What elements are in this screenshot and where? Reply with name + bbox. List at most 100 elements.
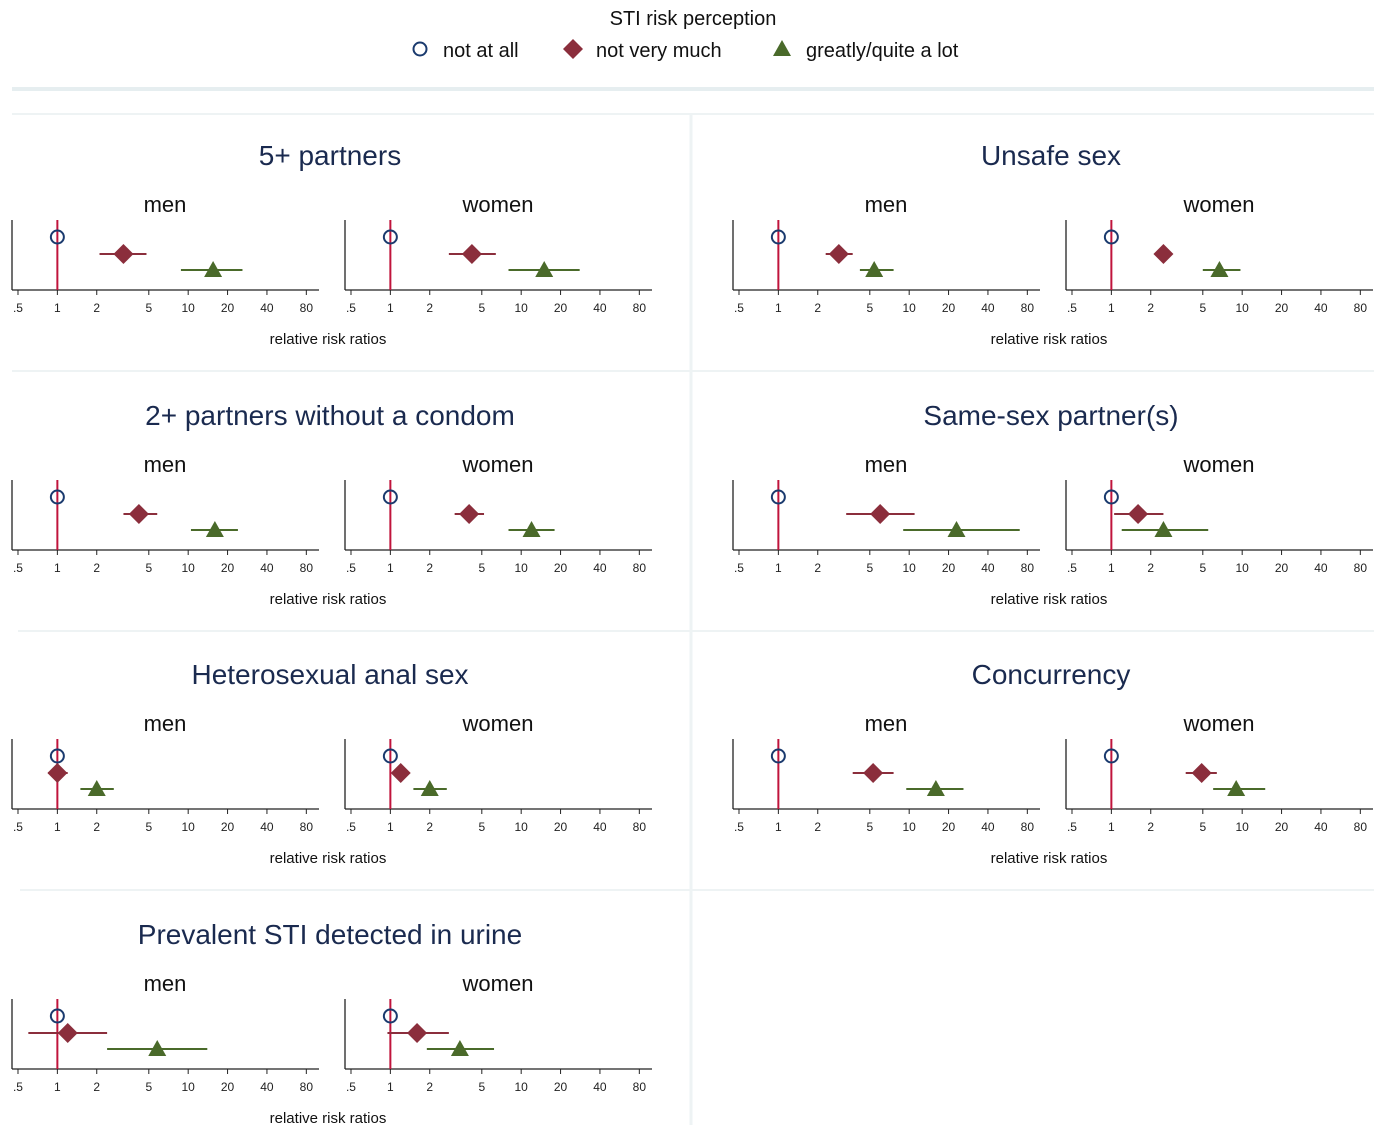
x-tick-label: 2 (814, 561, 821, 575)
x-tick-label: 1 (54, 820, 61, 834)
x-tick-label: 2 (93, 820, 100, 834)
x-tick-label: 5 (145, 301, 152, 315)
x-tick-label: 20 (942, 561, 956, 575)
x-tick-label: 40 (260, 561, 274, 575)
x-tick-label: 1 (775, 820, 782, 834)
x-tick-label: 5 (1199, 301, 1206, 315)
x-tick-label: 40 (981, 820, 995, 834)
x-tick-label: 2 (426, 820, 433, 834)
x-tick-label: 5 (866, 820, 873, 834)
estimate-point (459, 504, 480, 524)
subplot: women .5 1 2 5 10 20 40 80 (344, 971, 652, 1094)
x-tick-label: 10 (515, 1080, 529, 1094)
x-tick-label: 10 (1236, 561, 1250, 575)
x-tick-label: 10 (182, 301, 196, 315)
estimate-point (926, 780, 945, 796)
x-tick-label: 5 (145, 1080, 152, 1094)
x-tick-label: .5 (346, 561, 356, 575)
estimate-point (382, 748, 398, 764)
panel-dividers (12, 87, 1374, 1125)
x-tick-label: .5 (734, 561, 744, 575)
estimate-point (947, 521, 966, 537)
subplot-label: women (462, 192, 534, 217)
estimate-point (863, 763, 884, 783)
subplot: men .5 1 2 5 10 20 40 80 (11, 711, 319, 834)
estimate-point (1103, 489, 1119, 505)
estimate-point (47, 763, 68, 783)
x-tick-label: 20 (554, 561, 568, 575)
estimate-point (390, 763, 411, 783)
subplot-label: women (462, 711, 534, 736)
legend-item: not very much (563, 39, 722, 62)
x-tick-label: 10 (1236, 820, 1250, 834)
subplot-label: women (462, 452, 534, 477)
x-tick-label: 2 (93, 301, 100, 315)
estimate-point (770, 489, 786, 505)
x-tick-label: 40 (981, 561, 995, 575)
legend-title: STI risk perception (610, 8, 777, 30)
subplot: men .5 1 2 5 10 20 40 80 (11, 192, 319, 315)
x-axis-label: relative risk ratios (270, 591, 387, 608)
estimate-point (450, 1040, 469, 1056)
estimate-point (407, 1023, 428, 1043)
x-tick-label: .5 (13, 561, 23, 575)
x-tick-label: .5 (13, 301, 23, 315)
x-tick-label: 80 (1354, 820, 1368, 834)
x-tick-label: 1 (775, 561, 782, 575)
x-tick-label: 40 (1314, 561, 1328, 575)
panel: 5+ partners men .5 1 2 5 10 20 40 80 women .5 1 2 5 10 2… (11, 140, 652, 348)
x-tick-label: 2 (1147, 820, 1154, 834)
subplot-label: women (1183, 452, 1255, 477)
estimate-point (113, 244, 134, 264)
estimate-point (870, 504, 891, 524)
x-tick-label: .5 (346, 820, 356, 834)
x-tick-label: 80 (633, 301, 647, 315)
x-tick-label: .5 (13, 1080, 23, 1094)
x-tick-label: 40 (1314, 301, 1328, 315)
x-tick-label: 80 (300, 561, 314, 575)
x-axis-label: relative risk ratios (991, 331, 1108, 348)
x-tick-label: 20 (221, 1080, 235, 1094)
x-tick-label: .5 (734, 301, 744, 315)
panel-title: Unsafe sex (981, 140, 1121, 171)
subplot-label: men (865, 192, 908, 217)
legend-items: not at all not very much greatly/quite a l… (412, 39, 959, 62)
estimate-point (420, 780, 439, 796)
panel-title: 2+ partners without a condom (145, 400, 515, 431)
subplot-label: men (144, 192, 187, 217)
subplot: men .5 1 2 5 10 20 40 80 (732, 192, 1040, 315)
x-tick-label: .5 (1067, 561, 1077, 575)
panel-title: Heterosexual anal sex (191, 659, 468, 690)
subplot: men .5 1 2 5 10 20 40 80 (11, 971, 319, 1094)
x-tick-label: 2 (426, 301, 433, 315)
estimate-point (128, 504, 149, 524)
panel: Prevalent STI detected in urine men .5 1 2 5 1… (11, 919, 652, 1125)
legend-item-label: not very much (596, 40, 722, 62)
x-tick-label: 5 (1199, 561, 1206, 575)
x-tick-label: 10 (515, 561, 529, 575)
x-tick-label: 20 (554, 301, 568, 315)
x-tick-label: 10 (515, 301, 529, 315)
x-tick-label: 5 (145, 561, 152, 575)
x-tick-label: 10 (1236, 301, 1250, 315)
x-tick-label: 20 (554, 820, 568, 834)
x-tick-label: 10 (182, 561, 196, 575)
x-tick-label: 40 (981, 301, 995, 315)
x-axis-label: relative risk ratios (270, 331, 387, 348)
x-tick-label: 20 (1275, 820, 1289, 834)
estimate-point (382, 489, 398, 505)
x-tick-label: 2 (426, 561, 433, 575)
x-tick-label: 40 (260, 1080, 274, 1094)
x-tick-label: 2 (93, 1080, 100, 1094)
estimate-point (770, 229, 786, 245)
x-tick-label: 20 (942, 820, 956, 834)
x-tick-label: 2 (1147, 561, 1154, 575)
x-tick-label: 1 (1108, 301, 1115, 315)
x-tick-label: 80 (300, 301, 314, 315)
estimate-point (1128, 504, 1149, 524)
x-tick-label: 40 (593, 301, 607, 315)
x-tick-label: .5 (1067, 301, 1077, 315)
x-tick-label: 40 (593, 1080, 607, 1094)
legend-item-label: greatly/quite a lot (806, 40, 959, 62)
